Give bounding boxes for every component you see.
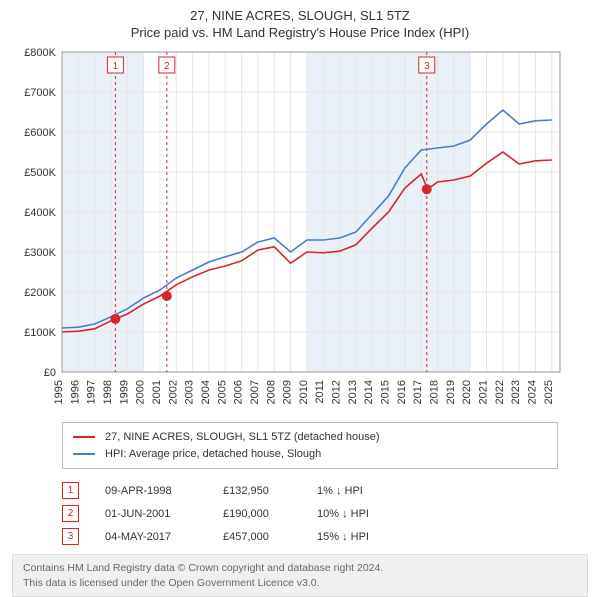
legend-label-hpi: HPI: Average price, detached house, Slou… [105, 446, 321, 463]
legend-item-hpi: HPI: Average price, detached house, Slou… [73, 446, 547, 463]
svg-text:£0: £0 [44, 367, 56, 379]
sale-date-3: 04-MAY-2017 [105, 531, 197, 543]
chart-area: £0 £100K £200K £300K £400K £500K £600K £700K £80… [12, 46, 588, 416]
legend-swatch-hpi [73, 453, 95, 455]
svg-text:1995: 1995 [53, 380, 65, 404]
svg-text:2019: 2019 [445, 380, 457, 404]
sale-price-1: £132,950 [223, 485, 291, 497]
svg-text:2023: 2023 [510, 380, 522, 404]
sale-price-3: £457,000 [223, 531, 291, 543]
svg-text:£800K: £800K [24, 47, 56, 59]
sale-diff-3: 15% ↓ HPI [317, 531, 397, 543]
line-chart: £0 £100K £200K £300K £400K £500K £600K £700K £80… [12, 46, 588, 416]
sale-marker-2: 2 [62, 505, 79, 522]
svg-text:2012: 2012 [331, 380, 343, 404]
svg-text:2021: 2021 [478, 380, 490, 404]
svg-text:£300K: £300K [24, 247, 56, 259]
svg-text:2005: 2005 [216, 380, 228, 404]
svg-text:£700K: £700K [24, 87, 56, 99]
licence-footer: Contains HM Land Registry data © Crown c… [12, 554, 588, 597]
svg-text:2011: 2011 [314, 380, 326, 404]
svg-text:2003: 2003 [184, 380, 196, 404]
svg-text:2015: 2015 [380, 380, 392, 404]
svg-text:2016: 2016 [396, 380, 408, 404]
svg-text:2000: 2000 [135, 380, 147, 404]
svg-text:2018: 2018 [429, 380, 441, 404]
svg-text:2010: 2010 [298, 380, 310, 404]
svg-text:£200K: £200K [24, 287, 56, 299]
footer-line-1: Contains HM Land Registry data © Crown c… [23, 561, 577, 576]
legend-swatch-paid [73, 436, 95, 438]
sale-row-2: 2 01-JUN-2001 £190,000 10% ↓ HPI [62, 502, 558, 525]
svg-text:3: 3 [424, 61, 430, 72]
svg-text:2013: 2013 [347, 380, 359, 404]
sale-diff-2: 10% ↓ HPI [317, 508, 397, 520]
sale-row-3: 3 04-MAY-2017 £457,000 15% ↓ HPI [62, 525, 558, 548]
footer-line-2: This data is licensed under the Open Gov… [23, 576, 577, 591]
svg-text:£500K: £500K [24, 167, 56, 179]
sale-marker-1: 1 [62, 482, 79, 499]
svg-text:2014: 2014 [363, 380, 375, 404]
svg-text:2007: 2007 [249, 380, 261, 404]
svg-text:2001: 2001 [151, 380, 163, 404]
legend: 27, NINE ACRES, SLOUGH, SL1 5TZ (detache… [62, 422, 558, 469]
svg-text:2024: 2024 [527, 380, 539, 404]
svg-text:2017: 2017 [412, 380, 424, 404]
svg-text:£400K: £400K [24, 207, 56, 219]
sales-table: 1 09-APR-1998 £132,950 1% ↓ HPI 2 01-JUN… [62, 479, 558, 548]
svg-text:1998: 1998 [102, 380, 114, 404]
svg-text:£100K: £100K [24, 327, 56, 339]
sale-row-1: 1 09-APR-1998 £132,950 1% ↓ HPI [62, 479, 558, 502]
chart-titles: 27, NINE ACRES, SLOUGH, SL1 5TZ Price pa… [12, 8, 588, 40]
sale-date-2: 01-JUN-2001 [105, 508, 197, 520]
sale-price-2: £190,000 [223, 508, 291, 520]
svg-text:2008: 2008 [265, 380, 277, 404]
sale-marker-3: 3 [62, 528, 79, 545]
svg-text:1997: 1997 [86, 380, 98, 404]
legend-label-paid: 27, NINE ACRES, SLOUGH, SL1 5TZ (detache… [105, 429, 380, 446]
sale-diff-1: 1% ↓ HPI [317, 485, 397, 497]
svg-text:2025: 2025 [543, 380, 555, 404]
title-subtitle: Price paid vs. HM Land Registry's House … [12, 25, 588, 40]
svg-text:1: 1 [113, 61, 119, 72]
sale-date-1: 09-APR-1998 [105, 485, 197, 497]
svg-text:1999: 1999 [118, 380, 130, 404]
svg-text:1996: 1996 [69, 380, 81, 404]
svg-text:2002: 2002 [167, 380, 179, 404]
svg-text:2006: 2006 [233, 380, 245, 404]
legend-item-paid: 27, NINE ACRES, SLOUGH, SL1 5TZ (detache… [73, 429, 547, 446]
svg-text:2: 2 [164, 61, 170, 72]
svg-text:2020: 2020 [461, 380, 473, 404]
title-address: 27, NINE ACRES, SLOUGH, SL1 5TZ [12, 8, 588, 23]
svg-text:2004: 2004 [200, 380, 212, 404]
svg-text:2022: 2022 [494, 380, 506, 404]
svg-text:£600K: £600K [24, 127, 56, 139]
svg-text:2009: 2009 [282, 380, 294, 404]
